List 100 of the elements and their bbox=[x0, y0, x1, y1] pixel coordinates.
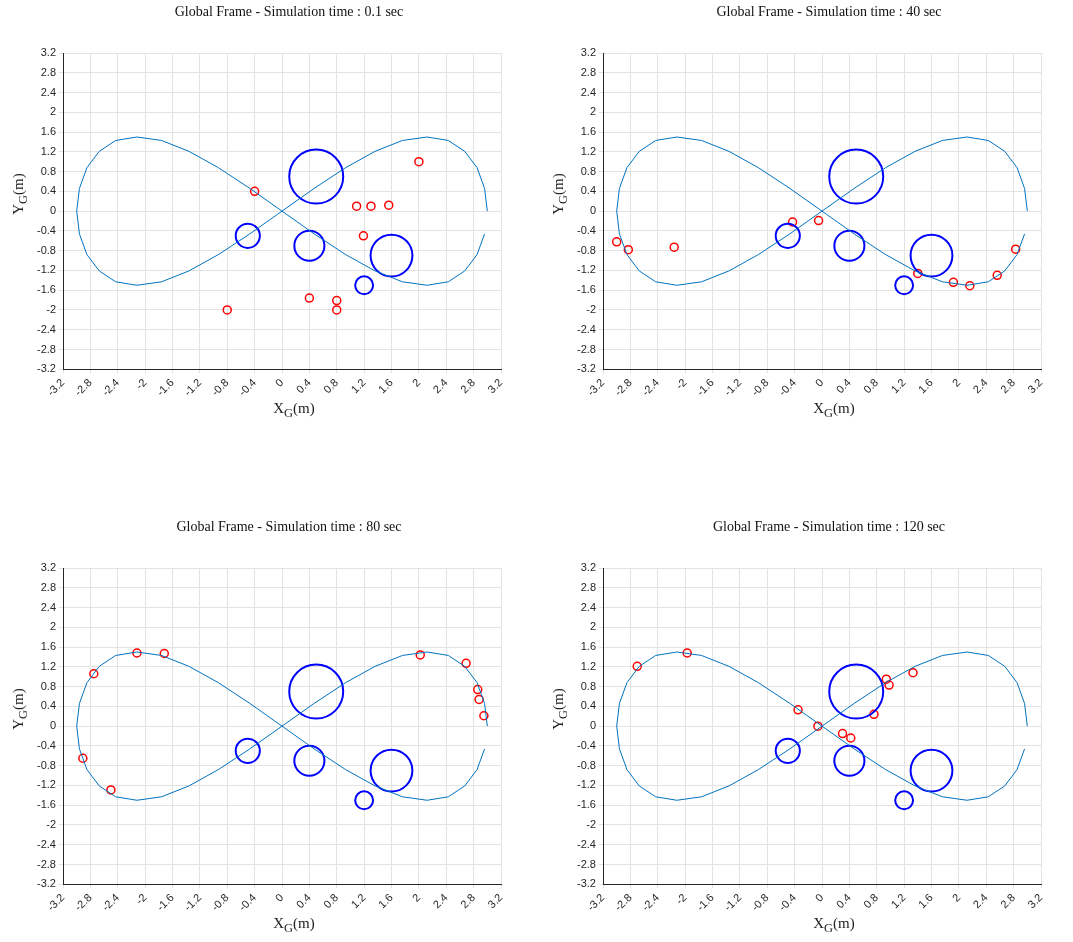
y-tick-label: -3.2 bbox=[37, 362, 56, 375]
x-tick-label: 0 bbox=[272, 376, 286, 389]
y-tick-label: -0.8 bbox=[577, 758, 596, 771]
point bbox=[1010, 244, 1021, 254]
point bbox=[682, 648, 692, 658]
point bbox=[384, 200, 394, 210]
y-tick-label: 2 bbox=[49, 105, 56, 118]
x-tick-label: -1.2 bbox=[181, 376, 204, 398]
point bbox=[106, 785, 116, 795]
y-tick-label: 0 bbox=[49, 204, 56, 217]
point bbox=[366, 201, 376, 211]
y-tick-label: -1.2 bbox=[37, 263, 56, 276]
y-tick-label: 2.8 bbox=[580, 65, 596, 78]
point bbox=[461, 658, 471, 669]
x-tick-label: -0.4 bbox=[236, 891, 259, 913]
x-tick-label: 3.2 bbox=[1025, 891, 1045, 911]
x-tick-label: -1.6 bbox=[154, 376, 177, 398]
x-tick-label: -2.8 bbox=[612, 891, 634, 913]
point bbox=[611, 237, 622, 247]
point bbox=[793, 705, 803, 715]
point bbox=[414, 156, 424, 167]
x-tick-label: 1.6 bbox=[915, 891, 936, 911]
x-tick-label: -2.8 bbox=[72, 376, 94, 398]
y-tick-label: 0.8 bbox=[580, 679, 596, 692]
x-tick-label: 2.4 bbox=[970, 376, 990, 396]
x-tick-label: -1.6 bbox=[694, 376, 717, 398]
x-axis-title: X$_{G}$(m) bbox=[812, 400, 856, 421]
y-tick-label: 2.8 bbox=[40, 65, 56, 78]
y-tick-label: -0.8 bbox=[37, 758, 56, 771]
y-tick-label: 2 bbox=[589, 620, 596, 633]
x-tick-label: 1.6 bbox=[375, 891, 396, 911]
point bbox=[222, 305, 232, 315]
y-tick-label: 2 bbox=[589, 105, 596, 118]
y-tick-label: -1.6 bbox=[577, 798, 596, 811]
x-axis-title: X$_{G}$(m) bbox=[272, 400, 316, 421]
point bbox=[869, 709, 879, 720]
point bbox=[881, 674, 892, 684]
y-tick-label: 0.4 bbox=[580, 699, 596, 712]
x-tick-label: 1.2 bbox=[348, 891, 368, 911]
point bbox=[813, 215, 824, 226]
point bbox=[948, 277, 959, 288]
y-tick-label: -1.6 bbox=[37, 798, 56, 811]
x-tick-label: -2 bbox=[133, 891, 149, 907]
x-tick-label: -0.8 bbox=[748, 891, 771, 913]
point bbox=[623, 244, 634, 255]
chart-title: Global Frame - Simulation time : 80 sec bbox=[175, 519, 403, 535]
point bbox=[632, 661, 642, 672]
y-tick-label: 2.4 bbox=[580, 600, 596, 613]
x-tick-label: 2 bbox=[949, 891, 963, 904]
x-tick-label: 1.2 bbox=[888, 376, 908, 396]
x-tick-label: 2 bbox=[409, 376, 423, 389]
y-tick-label: 0.4 bbox=[580, 184, 596, 197]
x-tick-label: 2.8 bbox=[997, 891, 1018, 911]
y-tick-label: 0.8 bbox=[40, 164, 56, 177]
y-tick-label: -0.4 bbox=[37, 738, 56, 751]
y-tick-label: -2.8 bbox=[577, 857, 596, 870]
x-tick-label: 0.4 bbox=[833, 891, 853, 911]
y-tick-label: 0 bbox=[589, 719, 596, 732]
point bbox=[787, 217, 798, 227]
chart-title: Global Frame - Simulation time : 40 sec bbox=[715, 4, 943, 20]
y-tick-label: 0 bbox=[589, 204, 596, 217]
y-tick-label: -1.2 bbox=[577, 778, 596, 791]
y-tick-label: -2 bbox=[586, 303, 596, 315]
x-axis-title: X$_{G}$(m) bbox=[812, 915, 856, 936]
x-tick-label: 0.4 bbox=[833, 376, 853, 396]
y-tick-label: -2 bbox=[46, 303, 56, 315]
x-tick-label: -1.2 bbox=[721, 891, 744, 913]
x-tick-label: -2.8 bbox=[72, 891, 94, 913]
y-tick-label: 1.2 bbox=[40, 144, 56, 157]
x-tick-label: 0.8 bbox=[861, 891, 881, 911]
point bbox=[78, 753, 88, 763]
point bbox=[884, 680, 894, 690]
x-tick-label: -2.4 bbox=[639, 376, 662, 398]
x-tick-label: 3.2 bbox=[485, 891, 505, 911]
point bbox=[159, 648, 170, 659]
x-tick-label: 0.4 bbox=[293, 891, 313, 911]
point bbox=[304, 293, 315, 303]
x-tick-label: 1.6 bbox=[375, 376, 396, 396]
x-tick-label: 0.8 bbox=[321, 891, 341, 911]
x-tick-label: -1.6 bbox=[154, 891, 177, 913]
point bbox=[837, 728, 848, 739]
y-tick-label: -2.8 bbox=[37, 857, 56, 870]
y-tick-label: 0.4 bbox=[40, 699, 56, 712]
y-tick-label: 1.6 bbox=[580, 640, 596, 653]
y-tick-label: 0.8 bbox=[580, 164, 596, 177]
x-tick-label: -1.2 bbox=[721, 376, 744, 398]
x-tick-label: -1.6 bbox=[694, 891, 717, 913]
x-tick-label: -2 bbox=[673, 891, 689, 907]
x-tick-label: -0.4 bbox=[776, 891, 799, 913]
y-tick-label: -1.2 bbox=[577, 263, 596, 276]
y-tick-label: -0.8 bbox=[37, 243, 56, 256]
y-tick-label: -0.8 bbox=[577, 243, 596, 256]
y-tick-label: -2.4 bbox=[577, 837, 596, 850]
x-tick-label: 0 bbox=[272, 891, 286, 904]
x-tick-label: -0.8 bbox=[748, 376, 771, 398]
x-tick-label: 2.8 bbox=[997, 376, 1018, 396]
x-tick-label: 3.2 bbox=[1025, 376, 1045, 396]
x-tick-label: -1.2 bbox=[181, 891, 204, 913]
x-tick-label: -2.8 bbox=[612, 376, 634, 398]
y-tick-label: 2 bbox=[49, 620, 56, 633]
